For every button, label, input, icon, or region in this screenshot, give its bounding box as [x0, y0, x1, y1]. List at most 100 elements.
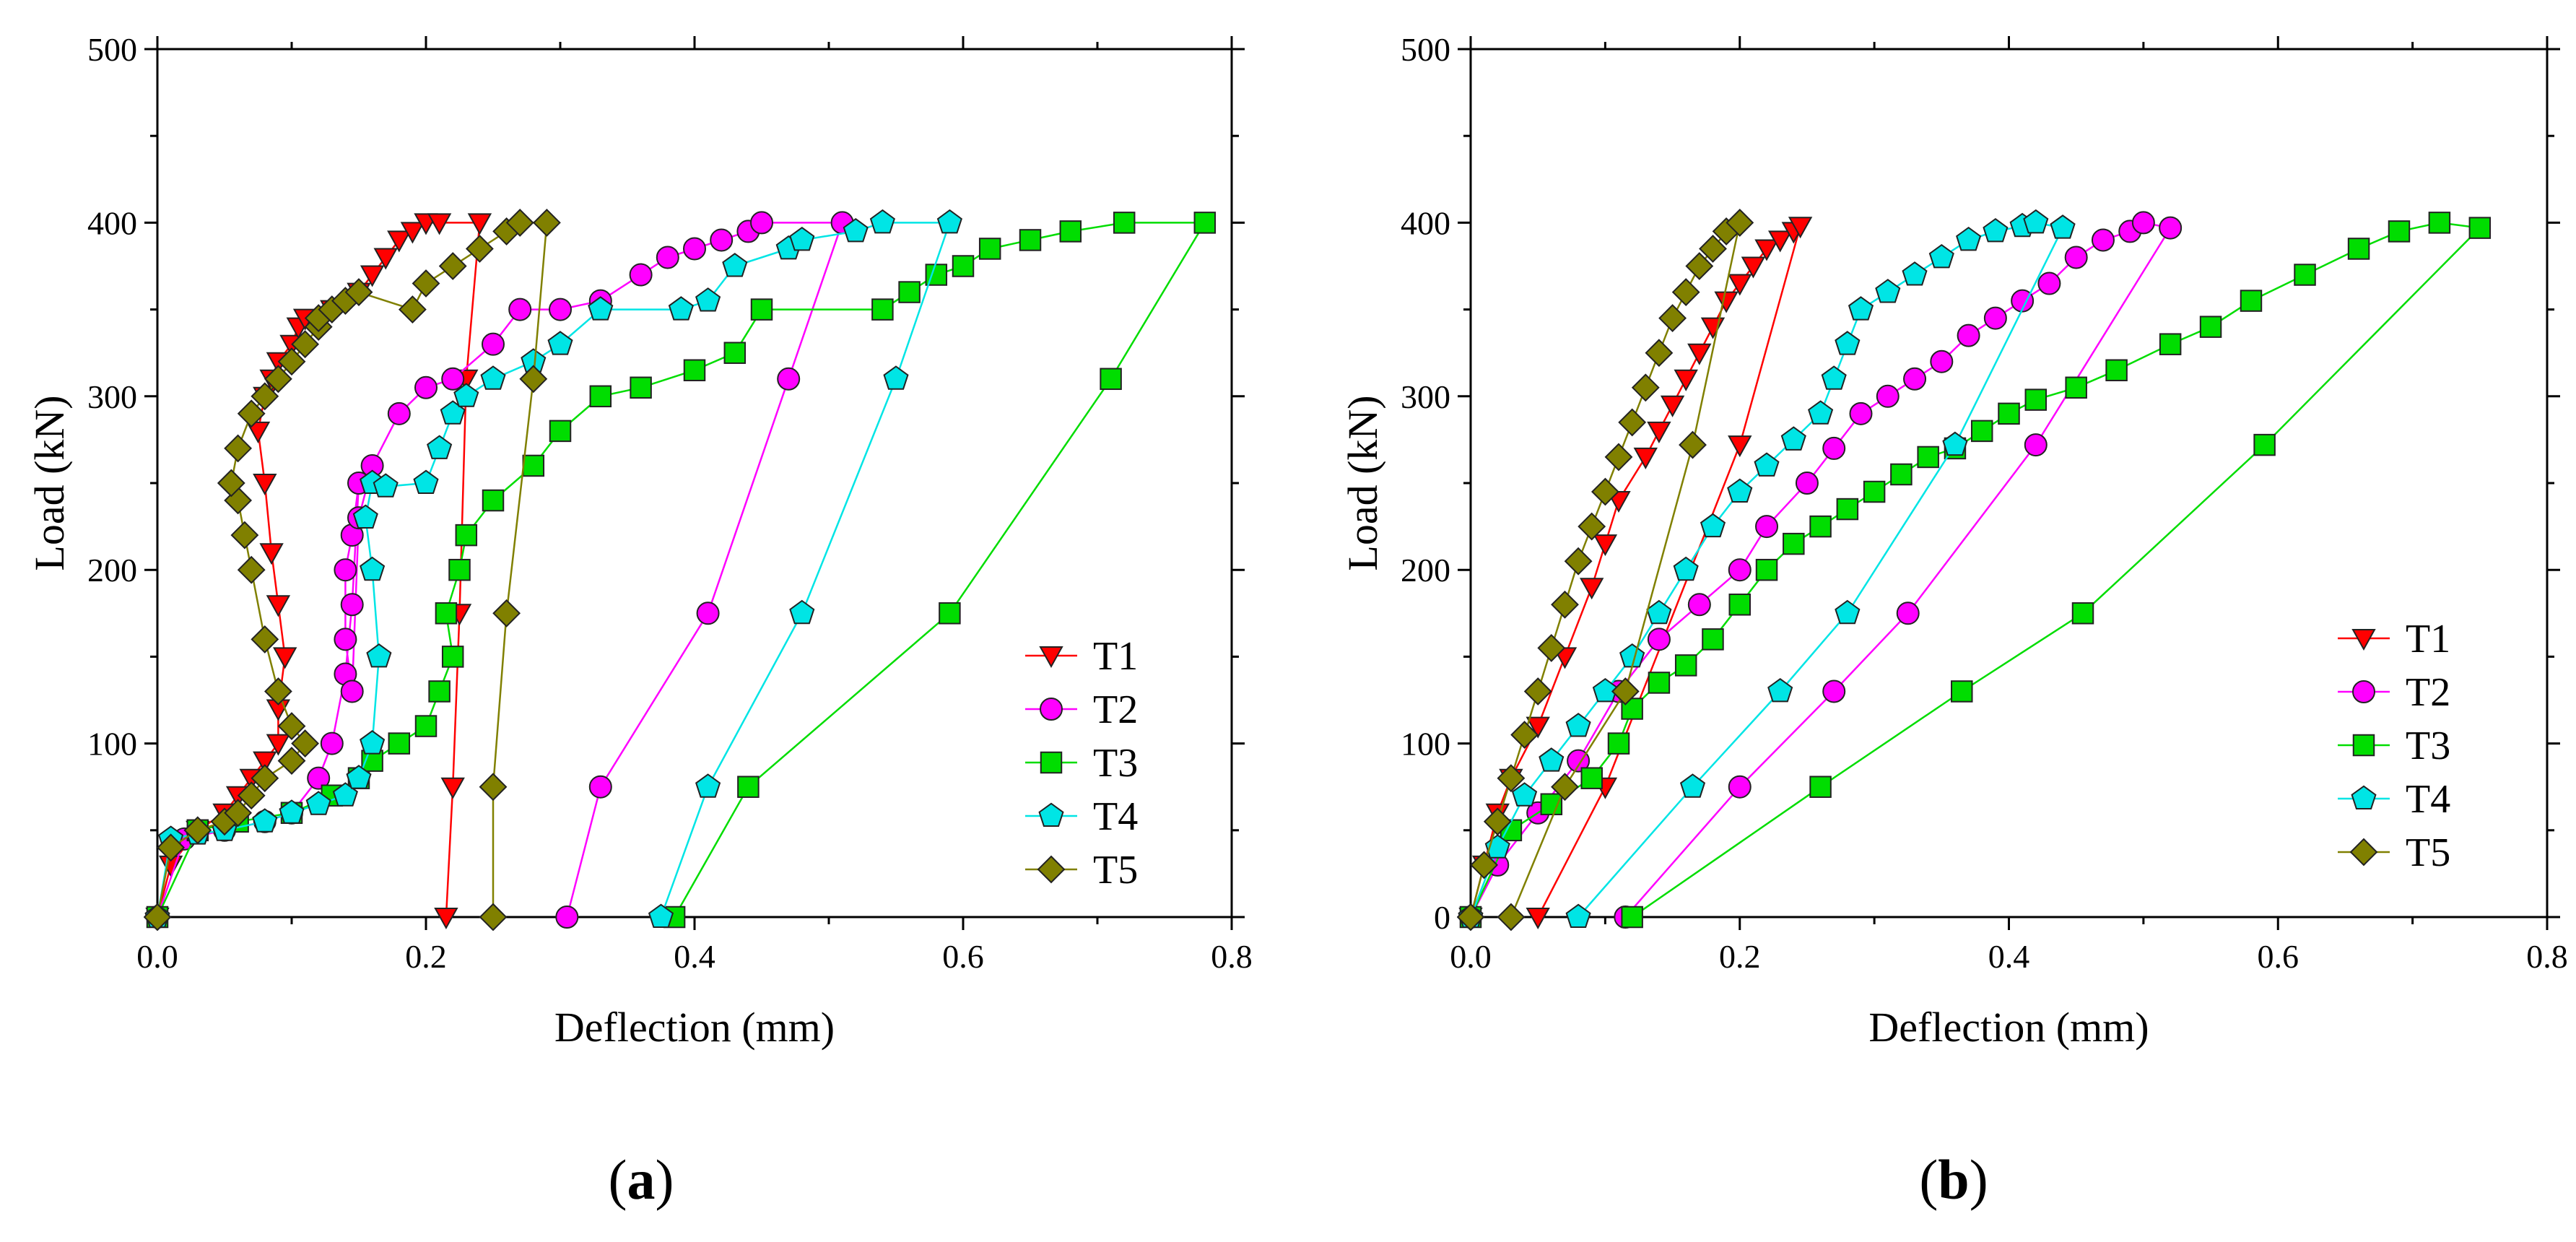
data-point [480, 365, 506, 390]
data-point [217, 469, 245, 498]
data-point [1539, 747, 1565, 772]
data-point [1604, 443, 1633, 472]
data-point [1876, 384, 1900, 408]
data-point [668, 296, 694, 321]
data-point [1646, 599, 1672, 625]
y-tick-label: 500 [87, 31, 137, 68]
data-point [2253, 433, 2276, 456]
data-point [2199, 316, 2222, 338]
data-point [2388, 220, 2411, 243]
data-point [588, 296, 614, 321]
data-point [1917, 446, 1939, 469]
data-point [455, 524, 478, 547]
data-point [1726, 208, 1754, 237]
x-tick-label: 0.2 [1719, 938, 1761, 975]
x-tick-label: 0.0 [1450, 938, 1492, 975]
data-point [1835, 599, 1861, 625]
legend-label: T5 [2406, 830, 2450, 875]
data-point [2064, 246, 2088, 269]
data-point [1788, 217, 1813, 239]
y-tick-label: 300 [87, 378, 137, 415]
data-point [936, 209, 962, 234]
data-point [360, 730, 386, 755]
data-point [1998, 402, 2020, 425]
data-point [2468, 217, 2492, 239]
data-point [1956, 226, 1982, 251]
data-point [1809, 515, 1832, 538]
data-point [1957, 323, 1980, 347]
data-point [1714, 291, 1739, 313]
data-point [307, 766, 331, 790]
data-point [1728, 274, 1752, 296]
y-tick-label: 100 [1401, 726, 1450, 763]
series-line [156, 222, 952, 918]
x-tick-label: 0.6 [2258, 938, 2299, 975]
data-point [1783, 532, 1805, 555]
data-point [1951, 680, 1973, 703]
data-point [413, 469, 439, 494]
data-point [648, 903, 674, 928]
data-point [1551, 773, 1579, 802]
x-tick-label: 0.0 [136, 938, 178, 975]
data-point [251, 625, 279, 653]
data-point [1728, 594, 1751, 616]
data-point [1526, 908, 1550, 930]
data-point [144, 903, 172, 931]
data-point [1633, 447, 1658, 469]
data-point [245, 421, 271, 443]
data-point [482, 489, 505, 512]
legend-marker [2352, 734, 2375, 757]
data-point [1902, 261, 1928, 286]
data-point [453, 383, 479, 407]
data-point [266, 734, 291, 756]
data-point [1849, 401, 1873, 425]
data-point [264, 677, 292, 705]
data-point [412, 269, 440, 298]
data-point [237, 781, 266, 810]
data-point [1591, 477, 1619, 506]
legend: T1 T2 T3 T4 T5 [2338, 617, 2450, 875]
data-point [183, 816, 212, 845]
legend-item-T1: T1 [1025, 634, 1138, 679]
plot-frame [1469, 48, 2549, 919]
data-point [871, 298, 894, 321]
chart-panel-b: 0.0 0.2 0.4 0.6 0.8 0 100 200 300 400 500 Deflectio… [1339, 31, 2568, 1051]
data-point [1113, 212, 1136, 234]
data-point [2037, 272, 2061, 295]
data-point [2294, 264, 2316, 286]
data-point [723, 342, 747, 364]
data-point [398, 295, 427, 324]
data-point [1755, 558, 1778, 581]
data-point [441, 367, 465, 391]
data-point [1928, 243, 1954, 269]
data-point [522, 454, 545, 477]
data-point [2347, 238, 2370, 260]
data-point [427, 435, 453, 459]
data-point [251, 382, 279, 411]
data-point [1809, 776, 1832, 798]
data-point [1728, 775, 1752, 799]
data-point [939, 602, 961, 625]
data-point [2050, 214, 2076, 239]
data-point [683, 237, 706, 261]
data-point [438, 252, 467, 280]
y-tick-label: 200 [1401, 552, 1450, 589]
data-point [1848, 296, 1874, 321]
legend-marker [1040, 751, 1063, 774]
legend-label: T3 [1093, 741, 1138, 786]
legend: T1 T2 T3 T4 T5 [1025, 634, 1138, 893]
data-point [2159, 333, 2182, 355]
data-point [157, 833, 186, 862]
data-point [2159, 216, 2183, 240]
data-point [2131, 211, 2155, 235]
legend-marker [1040, 698, 1063, 721]
data-point [1593, 534, 1618, 557]
data-point [387, 401, 411, 425]
data-point [1578, 512, 1606, 541]
legend-item-T4: T4 [1025, 794, 1138, 839]
data-point [266, 595, 291, 617]
legend-marker [1038, 802, 1064, 827]
x-axis-title: Deflection (mm) [554, 1004, 835, 1051]
legend-label: T1 [1093, 634, 1138, 679]
legend-item-T2: T2 [2338, 670, 2450, 715]
